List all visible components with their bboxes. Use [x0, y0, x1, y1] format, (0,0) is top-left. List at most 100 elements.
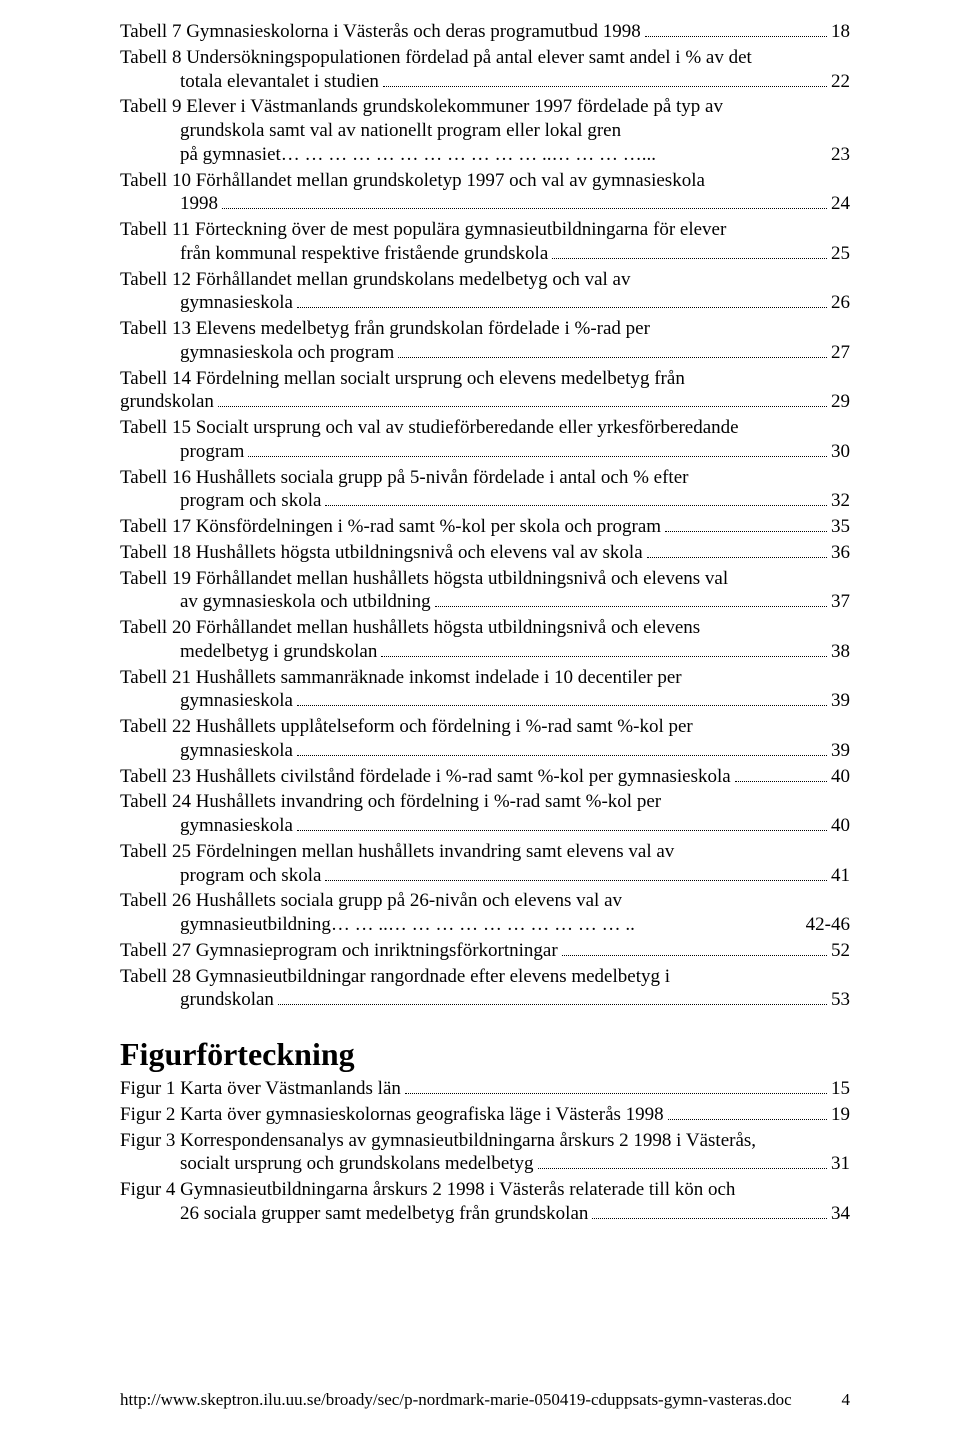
toc-page-number: 32 [831, 489, 850, 513]
toc-entry: Tabell 15 Socialt ursprung och val av st… [120, 416, 850, 464]
toc-entry: Figur 4 Gymnasieutbildningarna årskurs 2… [120, 1178, 850, 1226]
document-page: Tabell 7 Gymnasieskolorna i Västerås och… [0, 0, 960, 1248]
toc-entry: Tabell 25 Fördelningen mellan hushållets… [120, 840, 850, 888]
toc-entry: Figur 3 Korrespondensanalys av gymnasieu… [120, 1129, 850, 1177]
toc-leader [592, 1218, 827, 1219]
toc-leader [562, 955, 827, 956]
toc-entry-text: Tabell 7 Gymnasieskolorna i Västerås och… [120, 20, 641, 44]
toc-entry-first-line: Tabell 12 Förhållandet mellan grundskola… [120, 268, 850, 292]
page-footer: http://www.skeptron.ilu.uu.se/broady/sec… [120, 1390, 850, 1410]
toc-entry: Tabell 12 Förhållandet mellan grundskola… [120, 268, 850, 316]
toc-page-number: 34 [831, 1202, 850, 1226]
toc-page-number: 30 [831, 440, 850, 464]
toc-leader [647, 557, 827, 558]
toc-page-number: 38 [831, 640, 850, 664]
toc-entry: Tabell 28 Gymnasieutbildningar rangordna… [120, 965, 850, 1013]
toc-leader [248, 456, 827, 457]
toc-entry: Tabell 9 Elever i Västmanlands grundskol… [120, 95, 850, 166]
toc-entry-text: Figur 1 Karta över Västmanlands län [120, 1077, 401, 1101]
toc-entry-first-line: Tabell 8 Undersökningspopulationen förde… [120, 46, 850, 70]
toc-entry-first-line: Tabell 11 Förteckning över de mest popul… [120, 218, 850, 242]
toc-page-number: 25 [831, 242, 850, 266]
toc-leader [297, 755, 827, 756]
toc-entry-cont-text: grundskolan [120, 390, 214, 414]
toc-entry-text: Tabell 18 Hushållets högsta utbildningsn… [120, 541, 643, 565]
toc-entry: Tabell 13 Elevens medelbetyg från grunds… [120, 317, 850, 365]
toc-entry: Tabell 20 Förhållandet mellan hushållets… [120, 616, 850, 664]
toc-entry-cont-text: gymnasieutbildning… … ..… … … … … … … … … [180, 913, 635, 937]
toc-entry-cont-text: medelbetyg i grundskolan [180, 640, 377, 664]
tables-toc-list: Tabell 7 Gymnasieskolorna i Västerås och… [120, 20, 850, 1012]
toc-entry-first-line: Tabell 19 Förhållandet mellan hushållets… [120, 567, 850, 591]
toc-entry-text: Tabell 27 Gymnasieprogram och inriktning… [120, 939, 558, 963]
toc-entry-cont-text: 26 sociala grupper samt medelbetyg från … [180, 1202, 588, 1226]
toc-page-number: 29 [831, 390, 850, 414]
toc-entry-first-line: Tabell 26 Hushållets sociala grupp på 26… [120, 889, 850, 913]
toc-entry-first-line: Tabell 16 Hushållets sociala grupp på 5-… [120, 466, 850, 490]
toc-entry-first-line: Figur 4 Gymnasieutbildningarna årskurs 2… [120, 1178, 850, 1202]
footer-page-number: 4 [842, 1390, 851, 1410]
toc-entry-cont-text: program och skola [180, 864, 321, 888]
toc-entry-cont-text: totala elevantalet i studien [180, 70, 379, 94]
toc-entry-text: Tabell 23 Hushållets civilstånd fördelad… [120, 765, 731, 789]
toc-entry: Tabell 10 Förhållandet mellan grundskole… [120, 169, 850, 217]
toc-leader [297, 705, 827, 706]
toc-entry: Figur 1 Karta över Västmanlands län 15 [120, 1077, 850, 1101]
toc-leader [538, 1168, 827, 1169]
toc-entry-first-line: Tabell 25 Fördelningen mellan hushållets… [120, 840, 850, 864]
toc-entry-cont-text: gymnasieskola [180, 689, 293, 713]
toc-entry: Tabell 19 Förhållandet mellan hushållets… [120, 567, 850, 615]
toc-page-number: 19 [831, 1103, 850, 1127]
figures-toc-list: Figur 1 Karta över Västmanlands län15Fig… [120, 1077, 850, 1226]
toc-leader [383, 86, 827, 87]
toc-entry-first-line: Tabell 15 Socialt ursprung och val av st… [120, 416, 850, 440]
toc-page-number: 18 [831, 20, 850, 44]
toc-page-number: 53 [831, 988, 850, 1012]
toc-page-number: 42-46 [806, 913, 850, 937]
toc-entry: Tabell 22 Hushållets upplåtelseform och … [120, 715, 850, 763]
toc-entry-cont-text: av gymnasieskola och utbildning [180, 590, 431, 614]
toc-entry: Tabell 14 Fördelning mellan socialt ursp… [120, 367, 850, 415]
toc-entry-first-line: Tabell 13 Elevens medelbetyg från grunds… [120, 317, 850, 341]
toc-page-number: 52 [831, 939, 850, 963]
toc-entry-cont-text: från kommunal respektive fristående grun… [180, 242, 548, 266]
toc-entry: Figur 2 Karta över gymnasieskolornas geo… [120, 1103, 850, 1127]
toc-page-number: 22 [831, 70, 850, 94]
toc-leader [398, 357, 827, 358]
toc-leader [435, 606, 827, 607]
toc-leader [668, 1119, 827, 1120]
toc-entry: Tabell 27 Gymnasieprogram och inriktning… [120, 939, 850, 963]
toc-entry-text: Tabell 17 Könsfördelningen i %-rad samt … [120, 515, 661, 539]
toc-entry: Tabell 17 Könsfördelningen i %-rad samt … [120, 515, 850, 539]
toc-entry-first-line: Tabell 14 Fördelning mellan socialt ursp… [120, 367, 850, 391]
toc-page-number: 27 [831, 341, 850, 365]
toc-entry: Tabell 21 Hushållets sammanräknade inkom… [120, 666, 850, 714]
toc-entry-first-line: Tabell 9 Elever i Västmanlands grundskol… [120, 95, 850, 119]
toc-entry: Tabell 23 Hushållets civilstånd fördelad… [120, 765, 850, 789]
toc-leader [381, 656, 827, 657]
toc-entry-cont-text: 1998 [180, 192, 218, 216]
toc-page-number: 26 [831, 291, 850, 315]
toc-entry: Tabell 18 Hushållets högsta utbildningsn… [120, 541, 850, 565]
toc-entry-cont-text: gymnasieskola [180, 739, 293, 763]
toc-page-number: 24 [831, 192, 850, 216]
toc-page-number: 31 [831, 1152, 850, 1176]
toc-entry: Tabell 16 Hushållets sociala grupp på 5-… [120, 466, 850, 514]
toc-leader [552, 258, 827, 259]
toc-leader [218, 406, 827, 407]
toc-leader [297, 830, 827, 831]
toc-page-number: 15 [831, 1077, 850, 1101]
toc-entry: Tabell 7 Gymnasieskolorna i Västerås och… [120, 20, 850, 44]
toc-entry-first-line: Tabell 21 Hushållets sammanräknade inkom… [120, 666, 850, 690]
toc-page-number: 36 [831, 541, 850, 565]
toc-entry-cont-text: grundskola samt val av nationellt progra… [180, 119, 621, 143]
toc-entry: Tabell 8 Undersökningspopulationen förde… [120, 46, 850, 94]
toc-entry-cont-text: på gymnasiet… … … … … … … … … … … ..… … … [180, 143, 656, 167]
toc-entry-cont-text: program [180, 440, 244, 464]
toc-page-number: 23 [831, 143, 850, 167]
toc-entry-first-line: Tabell 24 Hushållets invandring och förd… [120, 790, 850, 814]
toc-page-number: 41 [831, 864, 850, 888]
toc-entry-text: Figur 2 Karta över gymnasieskolornas geo… [120, 1103, 664, 1127]
toc-entry: Tabell 24 Hushållets invandring och förd… [120, 790, 850, 838]
toc-leader [325, 505, 827, 506]
